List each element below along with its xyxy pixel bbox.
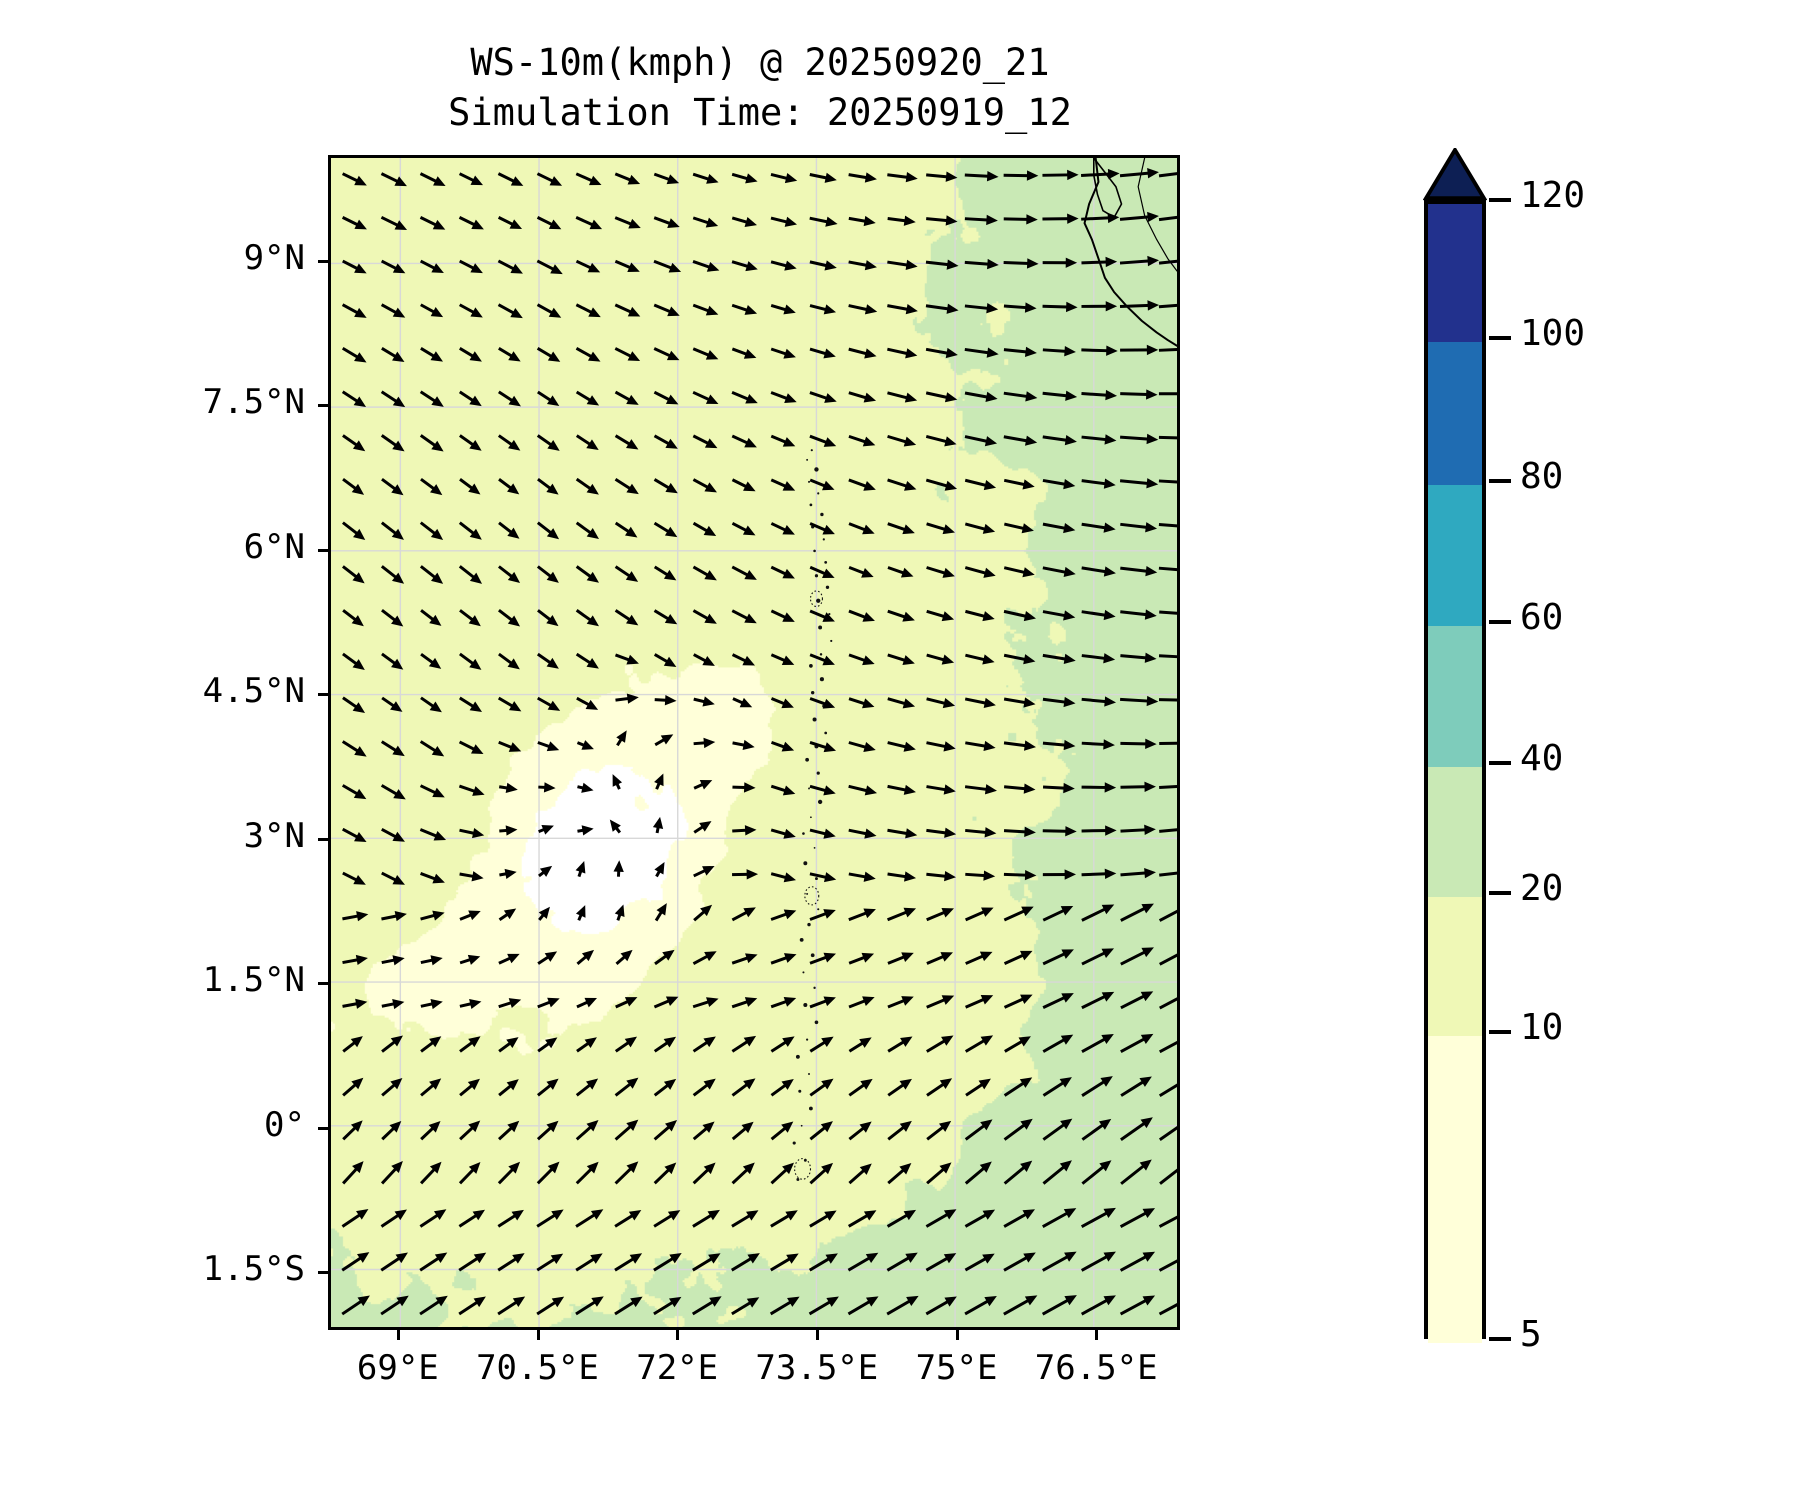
x-axis-tick-label: 75°E	[915, 1348, 998, 1388]
x-axis-tick-mark	[1095, 1330, 1099, 1340]
y-axis-tick-label: 1.5°N	[202, 960, 305, 1001]
y-axis-tick-label: 4.5°N	[202, 671, 305, 712]
y-axis-tick-mark	[318, 548, 328, 552]
colorbar-tick-label: 20	[1520, 868, 1564, 909]
x-axis-tick-mark	[955, 1330, 959, 1340]
x-axis-tick-mark	[396, 1330, 400, 1340]
x-axis-tick-label: 76.5°E	[1034, 1348, 1158, 1388]
x-axis-tick-mark	[815, 1330, 819, 1340]
colorbar-tick-mark	[1489, 1337, 1511, 1341]
colorbar-tick-label: 10	[1520, 1007, 1564, 1048]
colorbar-tick-mark	[1489, 1030, 1511, 1034]
chart-title: WS-10m(kmph) @ 20250920_21 Simulation Ti…	[330, 38, 1190, 138]
y-axis-tick-mark	[318, 1126, 328, 1130]
colorbar-band	[1428, 897, 1482, 1036]
colorbar-band	[1428, 485, 1482, 626]
y-axis-tick-mark	[318, 1271, 328, 1275]
colorbar-tick-mark	[1489, 479, 1511, 483]
colorbar-tick-mark	[1489, 620, 1511, 624]
colorbar-band	[1428, 1036, 1482, 1343]
colorbar-band	[1428, 342, 1482, 485]
colorbar-tick-label: 40	[1520, 738, 1564, 779]
y-axis-tick-label: 3°N	[243, 815, 305, 856]
colorbar-band	[1428, 626, 1482, 767]
colorbar-tick-label: 80	[1520, 456, 1564, 497]
x-axis-tick-label: 73.5°E	[755, 1348, 879, 1388]
colorbar-tick-mark	[1489, 891, 1511, 895]
colorbar-tick-label: 120	[1520, 175, 1586, 216]
y-axis-tick-mark	[318, 982, 328, 986]
title-line-1: WS-10m(kmph) @ 20250920_21	[470, 41, 1050, 84]
map-plot-area	[328, 155, 1180, 1330]
colorbar-tick-label: 60	[1520, 597, 1564, 638]
colorbar-extend-arrow	[1423, 148, 1487, 201]
colorbar-tick-mark	[1489, 761, 1511, 765]
y-axis-tick-mark	[318, 837, 328, 841]
title-line-2: Simulation Time: 20250919_12	[448, 90, 1072, 134]
x-axis-tick-label: 70.5°E	[476, 1348, 599, 1388]
y-axis-tick-label: 6°N	[243, 526, 305, 567]
colorbar	[1423, 148, 1488, 1343]
colorbar-tick-mark	[1489, 336, 1511, 340]
y-axis-tick-mark	[318, 259, 328, 263]
colorbar-band	[1428, 767, 1482, 897]
colorbar-tick-label: 5	[1520, 1314, 1542, 1355]
x-axis-tick-label: 72°E	[636, 1348, 719, 1388]
colorbar-tick-mark	[1489, 198, 1511, 202]
colorbar-tick-label: 100	[1520, 313, 1586, 354]
y-axis-tick-label: 9°N	[243, 237, 305, 278]
x-axis-tick-mark	[536, 1330, 540, 1340]
colorbar-band	[1428, 204, 1482, 342]
y-axis-tick-label: 0°	[264, 1104, 305, 1145]
colorbar-gradient	[1424, 200, 1486, 1343]
x-axis-tick-label: 69°E	[356, 1348, 439, 1388]
y-axis-tick-mark	[318, 693, 328, 697]
y-axis-tick-label: 7.5°N	[202, 382, 305, 423]
windspeed-contour-field	[331, 158, 1177, 1327]
x-axis-tick-mark	[676, 1330, 680, 1340]
y-axis-tick-mark	[318, 404, 328, 408]
y-axis-tick-label: 1.5°S	[202, 1249, 305, 1290]
